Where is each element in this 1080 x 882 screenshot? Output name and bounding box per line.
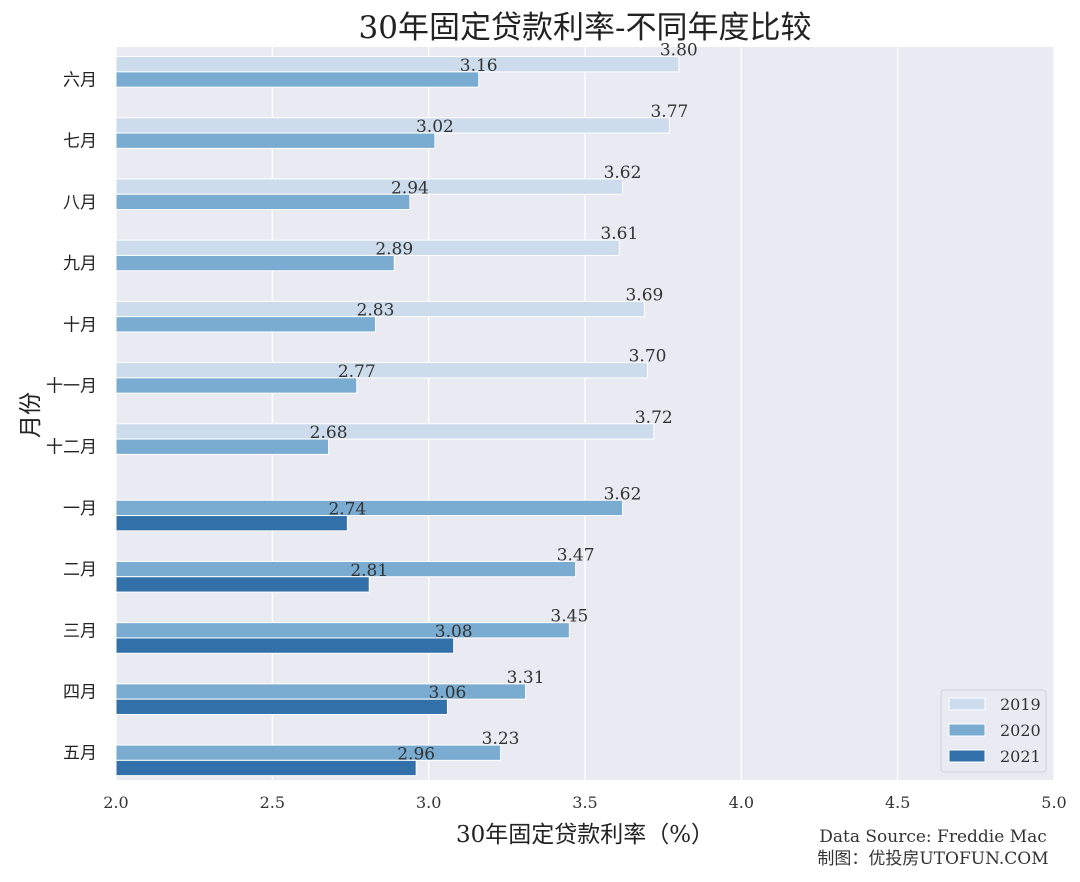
bar-2019	[115, 300, 645, 318]
data-label: 2.68	[310, 423, 348, 443]
bar-2019	[115, 423, 655, 440]
y-tick-label: 九月	[63, 254, 97, 274]
bar-2019	[115, 56, 680, 73]
y-tick-label: 十二月	[46, 438, 97, 458]
data-label: 3.31	[507, 668, 545, 688]
data-label: 3.77	[650, 102, 688, 122]
data-label: 3.69	[625, 285, 663, 305]
data-label: 3.02	[416, 117, 454, 137]
bar-2020	[115, 622, 570, 639]
data-label: 3.61	[600, 224, 638, 244]
bar-2020	[115, 560, 577, 578]
data-label: 3.06	[428, 683, 466, 703]
bar-2020	[115, 132, 436, 149]
data-label: 2.96	[397, 744, 435, 764]
y-tick-label: 二月	[63, 560, 97, 580]
x-tick-label: 5.0	[1041, 793, 1066, 812]
bar-2020	[115, 316, 377, 333]
data-label: 3.23	[482, 729, 520, 749]
legend-swatch-2020	[948, 723, 986, 737]
data-label: 2.74	[328, 500, 366, 520]
y-tick-label: 四月	[63, 683, 97, 703]
x-tick-label: 2.5	[260, 793, 285, 812]
y-tick-label: 八月	[63, 193, 97, 213]
legend: 2019 2020 2021	[940, 689, 1047, 773]
data-label: 3.70	[629, 347, 667, 367]
bar-2019	[115, 117, 670, 134]
y-tick-label: 七月	[63, 132, 97, 152]
bar-2020	[115, 71, 480, 88]
gridlines	[115, 47, 1055, 780]
x-axis-label: 30年固定贷款利率（%）	[456, 822, 714, 848]
bar-2019	[115, 239, 620, 256]
legend-label: 2021	[1000, 747, 1041, 766]
x-tick-label: 4.0	[729, 793, 754, 812]
x-tick-label: 2.0	[103, 793, 128, 812]
bar-2019	[115, 178, 624, 195]
bar-2021	[115, 698, 448, 715]
y-tick-label: 五月	[63, 744, 97, 764]
chart-title: 30年固定贷款利率-不同年度比较	[359, 10, 812, 46]
data-label: 3.62	[604, 163, 642, 183]
bar-2020	[115, 254, 395, 272]
legend-swatch-2021	[948, 749, 986, 763]
credit-note: 制图：优投房UTOFUN.COM	[817, 849, 1048, 869]
data-label: 3.47	[557, 545, 595, 565]
y-axis-label: 月份	[18, 392, 44, 438]
y-tick-label: 一月	[63, 499, 97, 519]
data-label: 2.83	[357, 301, 395, 321]
bar-2020	[115, 193, 411, 211]
data-label: 3.45	[550, 607, 588, 627]
data-labels: 3.80 3.16 3.77 3.02 3.62 2.94 3.61 2.89 3.69 2.83…	[310, 41, 698, 765]
x-tick-label: 3.0	[416, 793, 441, 812]
bar-2021	[115, 759, 417, 777]
data-label: 2.94	[391, 178, 429, 198]
bars	[115, 56, 680, 777]
data-label: 3.62	[604, 484, 642, 504]
data-label: 3.16	[460, 56, 498, 76]
bar-2020	[115, 744, 502, 761]
data-label: 2.89	[375, 239, 413, 259]
y-tick-label: 六月	[63, 71, 97, 91]
y-tick-label: 十一月	[46, 377, 97, 397]
data-label: 3.08	[435, 622, 473, 642]
data-label: 3.80	[660, 41, 698, 61]
data-label: 3.72	[635, 408, 673, 428]
bar-2020	[115, 438, 330, 455]
bar-2021	[115, 576, 370, 593]
bar-2020	[115, 377, 358, 394]
bar-2021	[115, 515, 348, 532]
legend-label: 2020	[1000, 721, 1041, 740]
legend-swatch-2019	[948, 697, 986, 711]
y-tick-label: 十月	[63, 315, 97, 335]
data-label: 2.81	[350, 561, 388, 581]
x-tick-label: 3.5	[572, 793, 597, 812]
legend-label: 2019	[1000, 695, 1041, 714]
y-tick-label: 三月	[63, 621, 97, 641]
bar-2019	[115, 362, 649, 379]
x-tick-label: 4.5	[885, 793, 910, 812]
bar-2021	[115, 637, 455, 654]
bar-2020	[115, 499, 624, 517]
data-label: 2.77	[338, 362, 376, 382]
x-tick-labels: 2.0 2.5 3.0 3.5 4.0 4.5 5.0	[103, 793, 1066, 812]
data-source-note: Data Source: Freddie Mac	[819, 827, 1047, 847]
